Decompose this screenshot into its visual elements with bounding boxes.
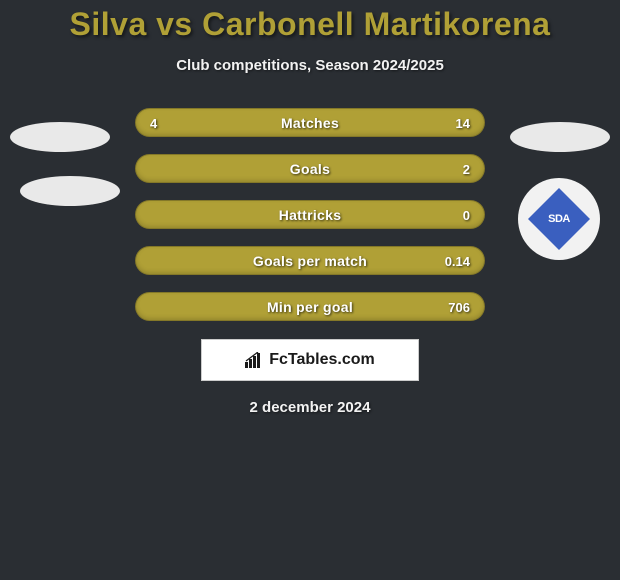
stat-right-value: 2 xyxy=(463,155,470,184)
player2-club-badge: SDA xyxy=(518,178,600,260)
stat-bar-min-per-goal: Min per goal 706 xyxy=(135,292,485,321)
stat-right-value: 14 xyxy=(456,109,470,138)
stat-label: Goals xyxy=(136,155,484,184)
stat-label: Matches xyxy=(136,109,484,138)
club-badge-text: SDA xyxy=(548,213,570,225)
chart-icon xyxy=(245,352,263,368)
stat-label: Hattricks xyxy=(136,201,484,230)
player1-badge-placeholder xyxy=(20,176,120,206)
stat-label: Min per goal xyxy=(136,293,484,322)
stat-right-value: 0.14 xyxy=(445,247,470,276)
subtitle: Club competitions, Season 2024/2025 xyxy=(0,57,620,74)
stat-bar-hattricks: Hattricks 0 xyxy=(135,200,485,229)
stat-right-value: 0 xyxy=(463,201,470,230)
fctables-logo-text: FcTables.com xyxy=(269,351,375,368)
club-badge-diamond: SDA xyxy=(528,188,590,250)
stat-bar-matches: 4 Matches 14 xyxy=(135,108,485,137)
player1-avatar-placeholder-top xyxy=(10,122,110,152)
stat-label: Goals per match xyxy=(136,247,484,276)
page-title: Silva vs Carbonell Martikorena xyxy=(0,0,620,43)
stats-bars: 4 Matches 14 Goals 2 Hattricks 0 Goals p… xyxy=(135,108,485,321)
stat-bar-goals: Goals 2 xyxy=(135,154,485,183)
date-label: 2 december 2024 xyxy=(0,399,620,416)
player2-avatar-placeholder-top xyxy=(510,122,610,152)
fctables-logo-box[interactable]: FcTables.com xyxy=(201,339,419,381)
stat-right-value: 706 xyxy=(448,293,470,322)
stat-bar-goals-per-match: Goals per match 0.14 xyxy=(135,246,485,275)
